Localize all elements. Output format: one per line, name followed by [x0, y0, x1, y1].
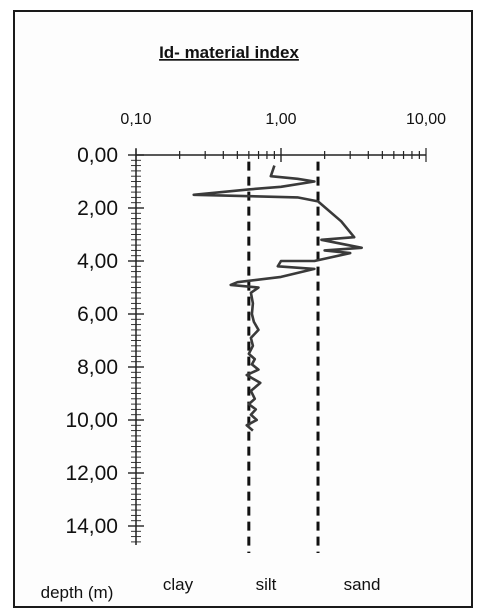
y-tick-label: 6,00	[77, 303, 118, 326]
y-tick-label: 0,00	[77, 144, 118, 167]
x-tick-label: 1,00	[265, 111, 296, 128]
x-tick-label: 10,00	[406, 111, 446, 128]
y-tick-label: 4,00	[77, 250, 118, 273]
x-tick-labels: 0,10 1,00 10,00	[120, 111, 446, 128]
chart-title: Id- material index	[159, 43, 299, 62]
y-tick-label: 10,00	[65, 409, 118, 432]
figure-frame	[13, 10, 473, 608]
y-tick-label: 12,00	[65, 462, 118, 485]
y-tick-labels: 0,00 2,00 4,00 6,00 8,00 10,00 12,00 14,…	[65, 144, 118, 538]
x-tick-label: 0,10	[120, 111, 151, 128]
plot-area	[128, 148, 427, 553]
series-line-0	[192, 165, 364, 432]
zone-label-clay: clay	[163, 575, 194, 594]
y-tick-label: 14,00	[65, 515, 118, 538]
y-tick-label: 2,00	[77, 197, 118, 220]
y-axis-label: depth (m)	[41, 583, 114, 602]
zone-label-sand: sand	[344, 575, 381, 594]
zone-label-silt: silt	[256, 575, 277, 594]
y-tick-label: 8,00	[77, 356, 118, 379]
